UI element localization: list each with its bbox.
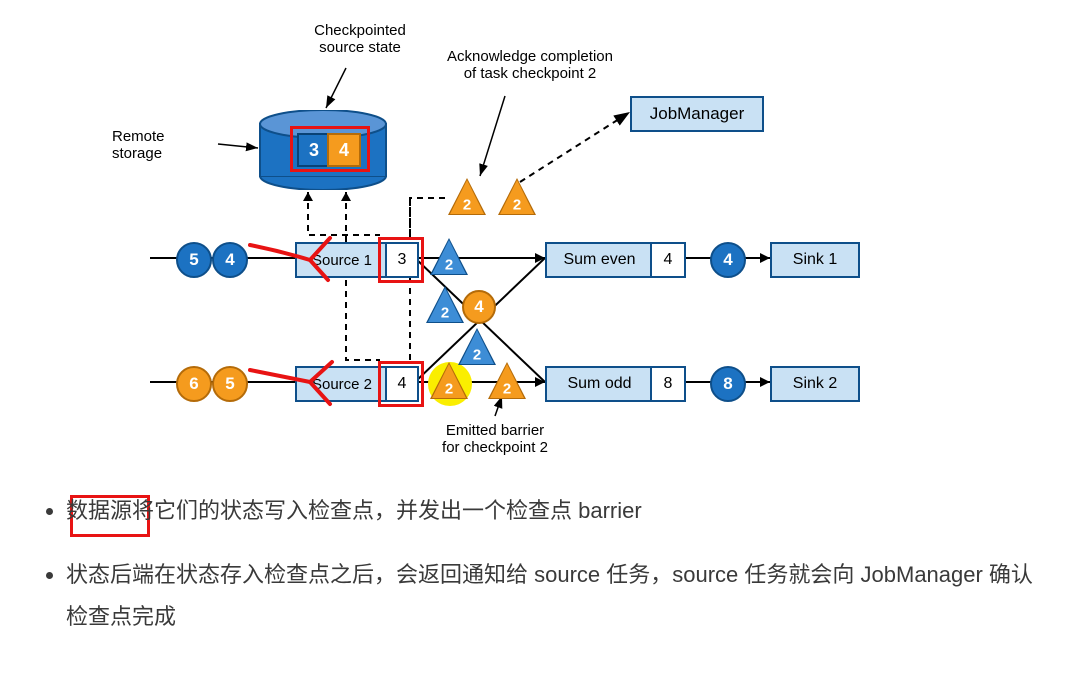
label-checkpointed: Checkpointedsource state (285, 22, 435, 57)
sink-1-label: Sink 1 (793, 251, 837, 269)
bullet-list: 数据源将它们的状态写入检查点，并发出一个检查点 barrier 状态后端在状态存入… (36, 490, 1046, 659)
circle-c4b: 4 (710, 242, 746, 278)
sum-odd-val-box: 8 (650, 366, 686, 402)
jobmanager-box: JobManager (630, 96, 764, 132)
sum-even-box: Sum even (545, 242, 654, 278)
jobmanager-label: JobManager (650, 104, 745, 124)
diagram-canvas: 3 4 JobManager Source 1 3 Source 2 4 Sum… (150, 20, 930, 460)
sum-odd-box: Sum odd (545, 366, 654, 402)
label-remote-storage: Remotestorage (112, 128, 202, 163)
circle-c4o: 4 (462, 290, 496, 324)
circle-c4a: 4 (212, 242, 248, 278)
sink-1-box: Sink 1 (770, 242, 860, 278)
sink-2-box: Sink 2 (770, 366, 860, 402)
sum-even-label: Sum even (563, 251, 635, 269)
circle-c5o: 5 (212, 366, 248, 402)
bullet-item-1: 状态后端在状态存入检查点之后，会返回通知给 source 任务，source 任… (66, 554, 1046, 638)
source-1-box: Source 1 (295, 242, 389, 278)
redbox-source1-val (378, 237, 424, 283)
sink-2-label: Sink 2 (793, 375, 837, 393)
bullet-item-0: 数据源将它们的状态写入检查点，并发出一个检查点 barrier (66, 490, 1046, 532)
source-2-label: Source 2 (312, 376, 372, 393)
sum-even-value: 4 (664, 251, 673, 269)
circle-c6: 6 (176, 366, 212, 402)
source-2-box: Source 2 (295, 366, 389, 402)
label-ack: Acknowledge completionof task checkpoint… (420, 48, 640, 83)
circle-c5: 5 (176, 242, 212, 278)
source-1-label: Source 1 (312, 252, 372, 269)
sum-odd-value: 8 (664, 375, 673, 393)
label-emitted: Emitted barrierfor checkpoint 2 (410, 422, 580, 457)
circle-c8: 8 (710, 366, 746, 402)
redbox-source2-val (378, 361, 424, 407)
sum-even-val-box: 4 (650, 242, 686, 278)
redbox-cylinder (290, 126, 370, 172)
sum-odd-label: Sum odd (567, 375, 631, 393)
